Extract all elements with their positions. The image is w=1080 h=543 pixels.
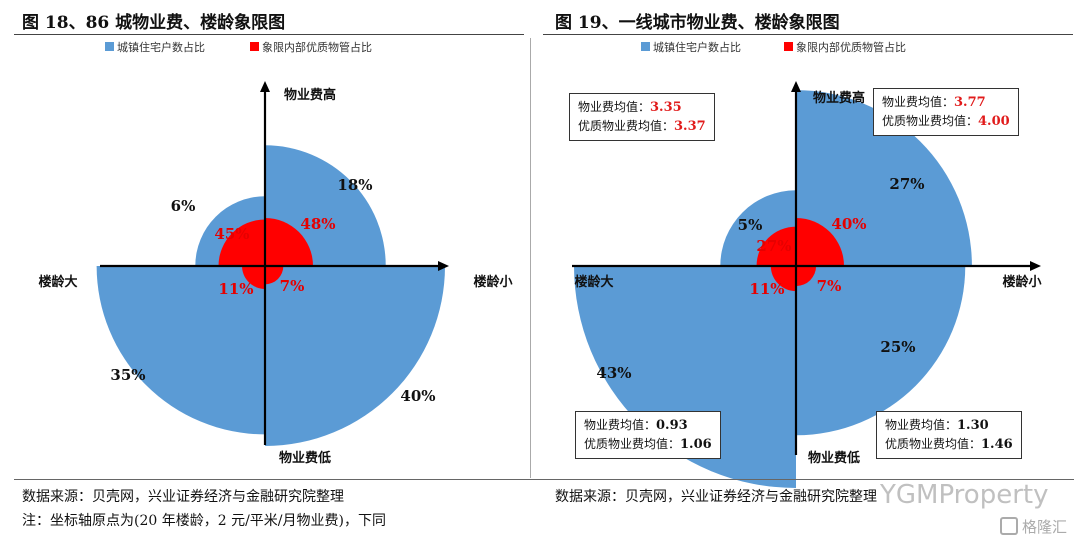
outer-value-label-lower-right: 25% (880, 338, 915, 356)
box-label: 物业费均值： (882, 95, 955, 109)
inner-value-label-lower-right: 7% (280, 277, 305, 295)
outer-value-label-upper-right: 27% (889, 175, 924, 193)
legend-swatch-red (784, 42, 793, 51)
inner-wedge-upper-left (756, 226, 796, 266)
box-label: 优质物业费均值： (885, 437, 982, 451)
mean-fee-box-lower-left: 物业费均值：0.93 优质物业费均值：1.06 (575, 411, 721, 459)
legend-swatch-blue (641, 42, 650, 51)
title-rule (543, 34, 1073, 35)
watermark-brand: 格隆汇 (1000, 516, 1067, 537)
axis-origin-note: 注：坐标轴原点为(20 年楼龄，2 元/平米/月物业费)，下同 (22, 513, 386, 529)
source-note-right: 数据来源：贝壳网，兴业证券经济与金融研究院整理 (555, 489, 877, 505)
outer-wedge-lower-left (96, 266, 265, 435)
legend-label: 象限内部优质物管占比 (262, 40, 372, 54)
inner-wedge-lower-right (796, 266, 817, 287)
chart-panel-right: 图 19、一线城市物业费、楼龄象限图 物业费高物业费低 楼龄大 楼龄小 城镇住宅户数占… (537, 0, 1080, 488)
box-value: 1.30 (957, 418, 989, 433)
inner-wedge-lower-left (242, 266, 265, 289)
axis-label-up: 物业费高 (813, 90, 865, 106)
inner-wedge-lower-left (770, 266, 796, 292)
legend-label: 象限内部优质物管占比 (796, 40, 906, 54)
box-label: 物业费均值： (578, 100, 651, 114)
axis-label-left: 楼龄大 (38, 274, 77, 290)
box-value: 1.46 (981, 437, 1013, 452)
outer-wedge-lower-right (265, 266, 445, 446)
box-label: 优质物业费均值： (584, 437, 681, 451)
legend-label: 城镇住宅户数占比 (117, 40, 205, 54)
footer-rule (14, 479, 1074, 480)
legend-swatch-blue (105, 42, 114, 51)
mean-fee-box-upper-right: 物业费均值：3.77 优质物业费均值：4.00 (873, 88, 1019, 136)
y-axis-arrowhead (791, 81, 801, 92)
outer-value-label-lower-right: 40% (400, 387, 435, 405)
box-value: 1.06 (680, 437, 712, 452)
box-value: 0.93 (656, 418, 688, 433)
inner-value-label-lower-right: 7% (817, 277, 842, 295)
mean-fee-box-lower-right: 物业费均值：1.30 优质物业费均值：1.46 (876, 411, 1022, 459)
outer-wedge-upper-right (796, 90, 972, 266)
inner-wedge-upper-left (218, 219, 265, 266)
inner-value-label-upper-right: 40% (831, 215, 866, 233)
inner-wedge-upper-right (265, 218, 313, 266)
axis-label-right: 楼龄小 (473, 274, 512, 290)
box-value: 3.37 (674, 119, 706, 134)
outer-wedge-lower-right (796, 266, 966, 436)
box-label: 优质物业费均值： (578, 119, 675, 133)
outer-wedge-lower-left (574, 266, 796, 488)
axis-label-up: 物业费高 (284, 87, 336, 103)
inner-value-label-upper-left: 45% (214, 225, 249, 243)
inner-value-label-lower-left: 11% (218, 280, 253, 298)
axis-label-right: 楼龄小 (1002, 274, 1041, 290)
watermark-text: YGMProperty (880, 480, 1049, 510)
box-label: 优质物业费均值： (882, 114, 979, 128)
inner-wedge-lower-right (265, 266, 284, 285)
axis-label-left: 楼龄大 (574, 274, 613, 290)
source-note-left: 数据来源：贝壳网，兴业证券经济与金融研究院整理 (22, 489, 344, 505)
box-value: 3.35 (650, 100, 682, 115)
axis-label-down: 物业费低 (808, 450, 860, 466)
axis-label-down: 物业费低 (279, 450, 331, 466)
inner-value-label-upper-right: 48% (300, 215, 335, 233)
panel-divider (530, 38, 531, 478)
outer-value-label-lower-left: 35% (110, 366, 145, 384)
inner-wedge-upper-right (796, 218, 844, 266)
box-label: 物业费均值： (584, 418, 657, 432)
watermark-brand-text: 格隆汇 (1022, 518, 1068, 536)
title-rule (14, 34, 524, 35)
chart-title: 图 18、86 城物业费、楼龄象限图 (22, 13, 286, 33)
inner-value-label-lower-left: 11% (749, 280, 784, 298)
mean-fee-box-upper-left: 物业费均值：3.35 优质物业费均值：3.37 (569, 93, 715, 141)
outer-value-label-upper-left: 6% (171, 197, 196, 215)
box-value: 4.00 (978, 114, 1010, 129)
x-axis-arrowhead (1030, 261, 1041, 271)
box-value: 3.77 (954, 95, 986, 110)
outer-value-label-upper-right: 18% (337, 176, 372, 194)
inner-value-label-upper-left: 27% (756, 237, 791, 255)
y-axis-arrowhead (260, 81, 270, 92)
box-label: 物业费均值： (885, 418, 958, 432)
legend-swatch-red (250, 42, 259, 51)
outer-value-label-upper-left: 5% (738, 216, 763, 234)
outer-value-label-lower-left: 43% (596, 364, 631, 382)
legend-label: 城镇住宅户数占比 (653, 40, 741, 54)
chart-panel-left: 图 18、86 城物业费、楼龄象限图 物业费高物业费低 楼龄大 楼龄小 城镇住宅户数占… (0, 0, 525, 480)
chart-title: 图 19、一线城市物业费、楼龄象限图 (555, 13, 840, 33)
watermark-logo-icon (1000, 517, 1018, 535)
x-axis-arrowhead (438, 261, 449, 271)
